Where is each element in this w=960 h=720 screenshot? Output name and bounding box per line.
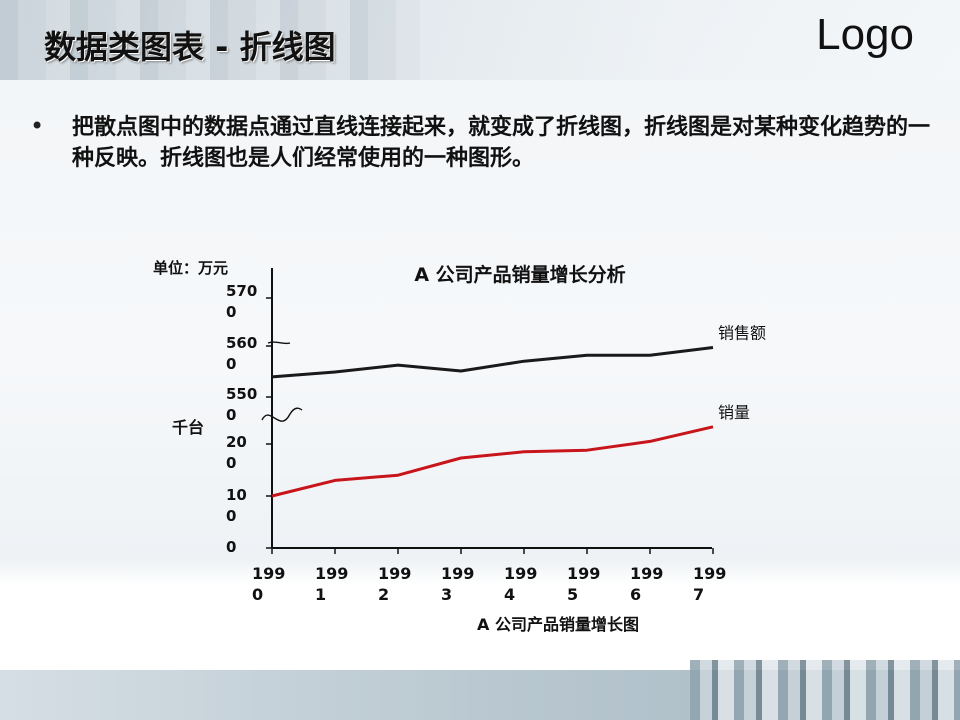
x-tick-label: 199 0 bbox=[252, 564, 285, 604]
slide-title: 数据类图表 - 折线图 bbox=[44, 28, 336, 66]
chart-title: A 公司产品销量增长分析 bbox=[414, 263, 625, 286]
footer-photo bbox=[690, 660, 960, 720]
y-tick-label: 560 0 bbox=[226, 334, 257, 373]
series-line-sales-volume bbox=[271, 425, 714, 498]
x-tick-label: 199 2 bbox=[378, 564, 411, 604]
axis-break-mark bbox=[267, 341, 291, 345]
body-text: 把散点图中的数据点通过直线连接起来，就变成了折线图，折线图是对某种变化趋势的一种… bbox=[72, 115, 931, 171]
bullet-icon: • bbox=[30, 112, 45, 140]
x-tick-label: 199 1 bbox=[315, 564, 348, 604]
y2-axis-label: 千台 bbox=[172, 418, 204, 437]
x-tick-label: 199 7 bbox=[693, 564, 726, 604]
x-axis-title: A 公司产品销量增长图 bbox=[477, 615, 639, 634]
x-tick-label: 199 6 bbox=[630, 564, 663, 604]
x-tick-label: 199 5 bbox=[567, 564, 600, 604]
y-tick-label: 10 0 bbox=[226, 486, 247, 525]
y-tick-label: 20 0 bbox=[226, 433, 247, 472]
x-tick-label: 199 3 bbox=[441, 564, 474, 604]
header-photo bbox=[0, 0, 420, 80]
y-tick-label: 570 0 bbox=[226, 282, 257, 321]
unit-label: 单位：万元 bbox=[153, 259, 228, 277]
logo: Logo bbox=[816, 10, 914, 59]
y-tick-label: 550 0 bbox=[226, 385, 257, 424]
series-label: 销量 bbox=[718, 403, 750, 422]
axis-break-mark bbox=[261, 407, 303, 422]
series-label: 销售额 bbox=[718, 324, 766, 343]
x-tick-label: 199 4 bbox=[504, 564, 537, 604]
y-tick-label: 0 bbox=[226, 538, 236, 556]
series-line-sales-amount bbox=[271, 346, 714, 379]
